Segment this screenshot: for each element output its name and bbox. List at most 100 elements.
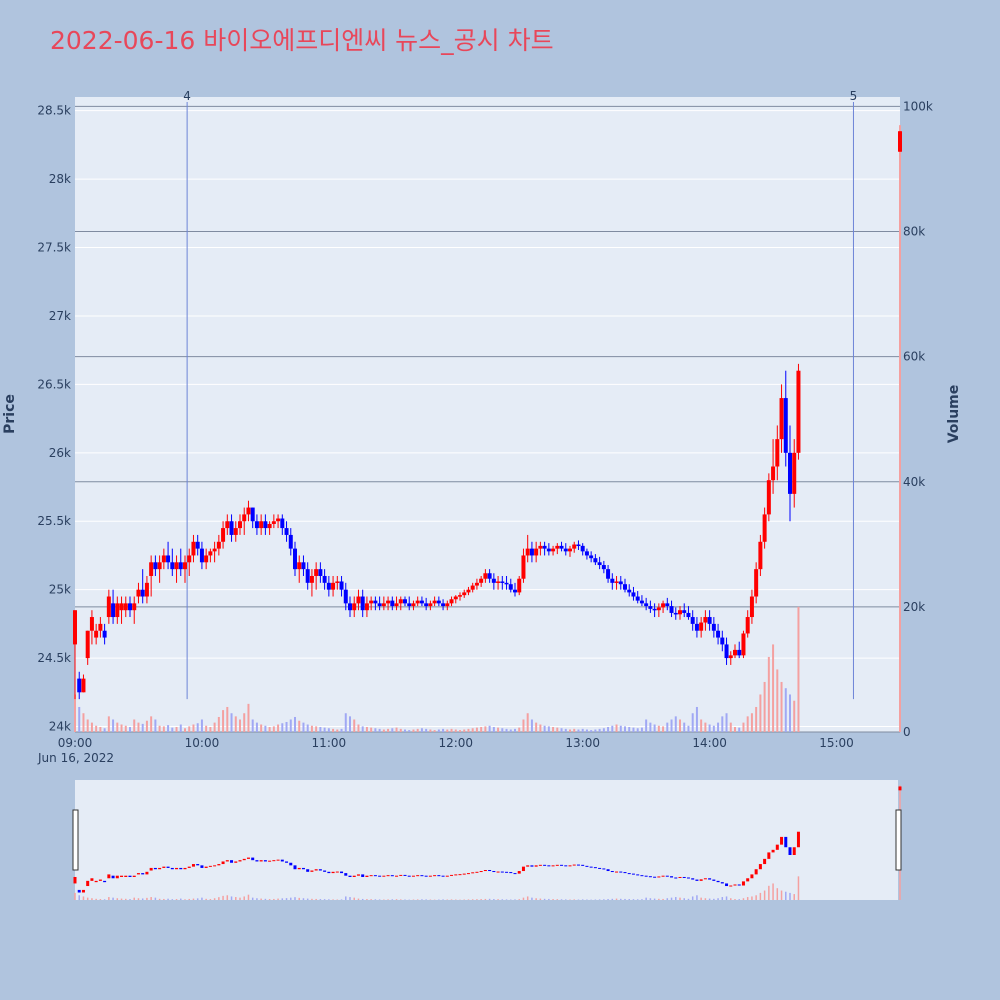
volume-bar: [750, 713, 753, 732]
range-slider-volume-bar: [501, 899, 504, 900]
range-slider-volume-bar: [137, 898, 140, 900]
candle-body: [144, 582, 149, 597]
candle-body: [288, 534, 293, 549]
candle-body: [453, 596, 458, 600]
range-slider-left-handle[interactable]: [72, 809, 79, 871]
plot-area[interactable]: [75, 97, 900, 732]
range-slider-volume-bar: [196, 898, 199, 900]
volume-bar: [78, 706, 81, 732]
volume-bar: [708, 724, 711, 732]
range-slider-volume-bar: [738, 899, 740, 900]
range-slider-candle: [221, 861, 225, 865]
time-tick-label: 12:00: [438, 736, 473, 750]
volume-bar: [289, 719, 292, 732]
range-slider-volume-bar: [713, 898, 715, 900]
range-slider-right-handle[interactable]: [895, 809, 902, 871]
candle-body: [377, 603, 382, 607]
candle-body: [483, 573, 488, 579]
range-slider-candle: [166, 866, 170, 868]
volume-bar: [239, 719, 241, 732]
range-slider-candle: [657, 876, 661, 878]
range-slider-candle: [103, 880, 107, 883]
volume-tick-label: 20k: [903, 600, 925, 614]
candle-body: [85, 630, 90, 659]
volume-bar: [74, 694, 76, 732]
volume-bar: [192, 724, 195, 732]
volume-bar: [158, 725, 161, 732]
range-slider-candle: [627, 873, 631, 875]
candle-body: [242, 514, 247, 522]
range-slider-candle: [534, 865, 538, 867]
volume-bar: [691, 713, 694, 732]
range-slider-volume-bar: [256, 898, 258, 900]
range-slider-candle: [479, 871, 483, 873]
range-slider-candle: [310, 870, 314, 872]
range-slider-volume-bar: [670, 897, 673, 900]
volume-bar: [374, 728, 377, 732]
range-slider-candle: [132, 875, 136, 877]
volume-bar: [738, 727, 741, 732]
range-slider-volume-bar: [366, 899, 368, 900]
volume-bar: [306, 724, 309, 732]
volume-tick-label: 80k: [903, 225, 925, 239]
range-slider-candle: [699, 879, 703, 881]
range-slider-candle: [162, 866, 166, 868]
range-slider-volume-bar: [535, 898, 537, 900]
range-slider-candle: [754, 869, 758, 875]
range-slider-volume-bar: [82, 896, 85, 900]
price-tick-label: 26.5k: [37, 377, 71, 391]
range-slider[interactable]: [72, 780, 902, 900]
candle-body: [474, 582, 479, 586]
candle-body: [462, 592, 467, 596]
volume-bar: [327, 728, 330, 732]
range-slider-volume-bar: [332, 899, 334, 900]
range-slider-volume-bar: [683, 898, 685, 900]
range-slider-candle: [716, 880, 720, 883]
candle-body: [208, 551, 213, 556]
range-slider-volume-bar: [378, 899, 381, 900]
range-slider-candle: [276, 859, 280, 861]
volume-bar: [120, 724, 123, 732]
candle-body: [276, 518, 281, 522]
range-slider-candle: [373, 875, 377, 877]
range-slider-volume-bar: [687, 898, 690, 900]
volume-bar: [552, 726, 555, 732]
range-slider-candle: [720, 882, 724, 884]
price-tick-label: 24k: [49, 720, 71, 734]
volume-bar: [255, 722, 258, 732]
volume-bar: [776, 669, 779, 732]
range-slider-candle: [111, 875, 115, 879]
candle-body: [204, 555, 209, 563]
range-slider-candle: [297, 867, 301, 870]
volume-bar: [446, 729, 449, 732]
range-slider-volume-bar: [725, 896, 728, 900]
range-slider-candle: [416, 875, 420, 877]
candle-body: [720, 637, 725, 645]
range-slider-volume-bar: [116, 898, 119, 900]
range-slider-background[interactable]: [75, 780, 898, 900]
candle-body: [309, 575, 314, 583]
range-slider-candle: [678, 876, 682, 878]
range-slider-volume-bar: [645, 897, 647, 900]
volume-bar: [480, 726, 483, 732]
volume-bar: [272, 726, 275, 732]
range-slider-candle: [301, 867, 305, 870]
range-slider-candle: [763, 858, 767, 865]
date-label: Jun 16, 2022: [37, 751, 114, 765]
volume-bar: [86, 719, 89, 732]
range-slider-candle: [128, 875, 132, 877]
candle-body: [576, 544, 581, 547]
candle-body: [737, 649, 742, 656]
candle-body: [758, 541, 763, 570]
volume-bar: [196, 723, 199, 732]
candle-body: [98, 623, 103, 631]
volume-bar: [594, 729, 597, 732]
candle-body: [77, 678, 82, 693]
candle-body: [546, 548, 551, 552]
candle-body: [348, 603, 352, 611]
range-slider-candle: [547, 865, 551, 867]
range-slider-candle: [670, 876, 674, 878]
range-slider-candle: [170, 867, 174, 870]
candle-body: [555, 545, 560, 549]
